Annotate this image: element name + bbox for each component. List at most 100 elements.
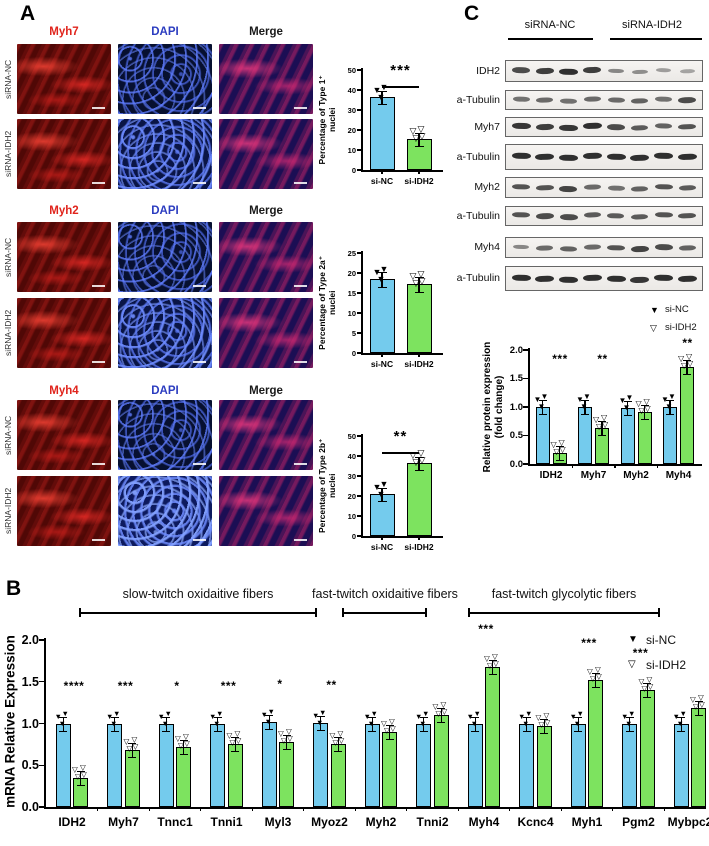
x-tick-mark (572, 464, 573, 468)
y-tick-label: 10 (338, 309, 356, 318)
y-tick-mark (357, 455, 361, 456)
significance-stars: *** (104, 679, 148, 693)
legend-symbol-open-triangle-down: ▽ (650, 324, 657, 333)
data-point-marker: ▼ (541, 393, 549, 401)
data-point-marker: ▽ (487, 662, 493, 670)
blot-label-a-tubulin-7: a-Tubulin (450, 272, 500, 284)
data-point-marker: ▼ (268, 708, 275, 716)
protein-band (513, 96, 530, 101)
micrograph-myh7-sirna-nc-merge (219, 44, 313, 114)
significance-line (382, 452, 419, 454)
protein-band (559, 214, 577, 220)
significance-stars: **** (52, 679, 96, 693)
data-point-marker: ▼ (265, 718, 272, 726)
blot-group-header-sirna-nc: siRNA-NC (505, 19, 595, 31)
y-tick-mark (357, 109, 361, 110)
protein-band (607, 245, 625, 251)
y-tick-mark (357, 332, 361, 333)
bar-mrna-expression-Myh1-si-NC (571, 724, 586, 808)
data-point-marker: ▽ (339, 737, 345, 745)
fiber-group-label-2: fast-twitch glycolytic fibers (459, 587, 669, 601)
scale-bar (294, 361, 307, 363)
bar-protein-expression-Myh4-si-NC (663, 407, 677, 464)
x-tick-mark (664, 807, 665, 811)
x-tick-mark (418, 536, 419, 540)
protein-band (655, 184, 673, 190)
data-point-marker: ▼ (422, 710, 429, 718)
y-tick-mark (357, 435, 361, 436)
data-point-marker: ▼ (62, 710, 69, 718)
protein-band (630, 276, 649, 283)
scale-bar (92, 463, 105, 465)
bar-mrna-expression-Myoz2-si-IDH2 (331, 744, 346, 807)
protein-band (512, 184, 530, 190)
bar-mrna-expression-Mybpc2-si-NC (674, 724, 689, 808)
data-point-marker: ▽ (419, 456, 426, 465)
column-header-merge: Merge (219, 385, 313, 397)
bar-mrna-expression-Myh2-si-NC (365, 724, 380, 808)
bar-mrna-expression-Myh4-si-NC (468, 724, 483, 808)
bar-mrna-expression-Myl3-si-NC (262, 722, 277, 807)
data-point-marker: ▼ (319, 709, 326, 717)
y-tick-mark (357, 292, 361, 293)
data-point-marker: ▽ (281, 737, 287, 745)
y-tick-label: 0.5 (502, 430, 523, 441)
x-category-label: Tnni1 (201, 815, 252, 829)
y-tick-label: 2.0 (13, 633, 39, 647)
data-point-marker: ▼ (216, 710, 223, 718)
micrograph-myh7-sirna-idh2-merge (219, 119, 313, 189)
y-axis-label-line: Relative protein expression (482, 337, 494, 477)
data-point-marker: ▽ (419, 132, 426, 141)
protein-band (678, 97, 696, 103)
protein-band (559, 69, 578, 76)
blot-label-myh7-2: Myh7 (450, 121, 500, 133)
micrograph-myh4-sirna-idh2-red (17, 476, 111, 546)
x-tick-mark (252, 807, 253, 811)
y-tick-mark (523, 378, 528, 379)
data-point-marker: ▽ (642, 685, 648, 693)
x-category-label: Myoz2 (304, 815, 355, 829)
data-point-marker: ▽ (390, 725, 396, 733)
bar-mrna-expression-Myh7-si-NC (107, 724, 122, 808)
data-point-marker: ▽ (545, 719, 551, 727)
bar-mrna-expression-Kcnc4-si-NC (519, 724, 534, 808)
x-category-label: Kcnc4 (510, 815, 561, 829)
y-axis-label: Percentage of Type 2a⁺nuclei (318, 241, 338, 365)
significance-stars: ** (371, 428, 431, 445)
y-tick-mark (357, 495, 361, 496)
bar-type2b-nuclei-si-IDH2 (407, 463, 432, 536)
data-point-marker: ▼ (377, 490, 386, 499)
protein-band (536, 245, 553, 251)
blot-label-a-tubulin-3: a-Tubulin (450, 151, 500, 163)
x-category-label: si-IDH2 (397, 359, 441, 369)
bar-mrna-expression-Kcnc4-si-IDH2 (537, 726, 552, 807)
protein-band (655, 96, 672, 101)
blot-group-header-sirna-idh2: siRNA-IDH2 (602, 19, 702, 31)
data-point-marker: ▽ (596, 673, 602, 681)
micrograph-myh7-sirna-nc-dapi (118, 44, 212, 114)
y-tick-label: 0 (338, 532, 356, 541)
micrograph-myh2-sirna-idh2-dapi (118, 298, 212, 368)
fiber-group-label-0: slow-twitch oxidaitive fibers (68, 587, 328, 601)
protein-band (560, 246, 577, 252)
legend-symbol-open-triangle-down: ▽ (628, 660, 636, 670)
y-axis-label: Percentage of Type 1⁺nuclei (318, 58, 338, 182)
significance-stars: *** (371, 62, 431, 79)
protein-band (608, 185, 625, 190)
bar-mrna-expression-Pgm2-si-NC (622, 724, 637, 808)
protein-band (680, 69, 695, 73)
protein-band (583, 153, 602, 160)
protein-band (608, 69, 624, 74)
x-tick-mark (200, 807, 201, 811)
legend-label-si-nc: si-NC (665, 304, 689, 315)
y-axis-label-line: nuclei (328, 58, 338, 182)
protein-band (679, 245, 696, 251)
bar-mrna-expression-Myh1-si-IDH2 (588, 680, 603, 807)
blot-box-myh2-4 (505, 177, 703, 198)
blot-label-idh2-0: IDH2 (450, 65, 500, 77)
scale-bar (92, 182, 105, 184)
header-underline-nc (508, 38, 593, 40)
protein-band (584, 184, 601, 190)
y-tick-label: 30 (338, 106, 356, 115)
